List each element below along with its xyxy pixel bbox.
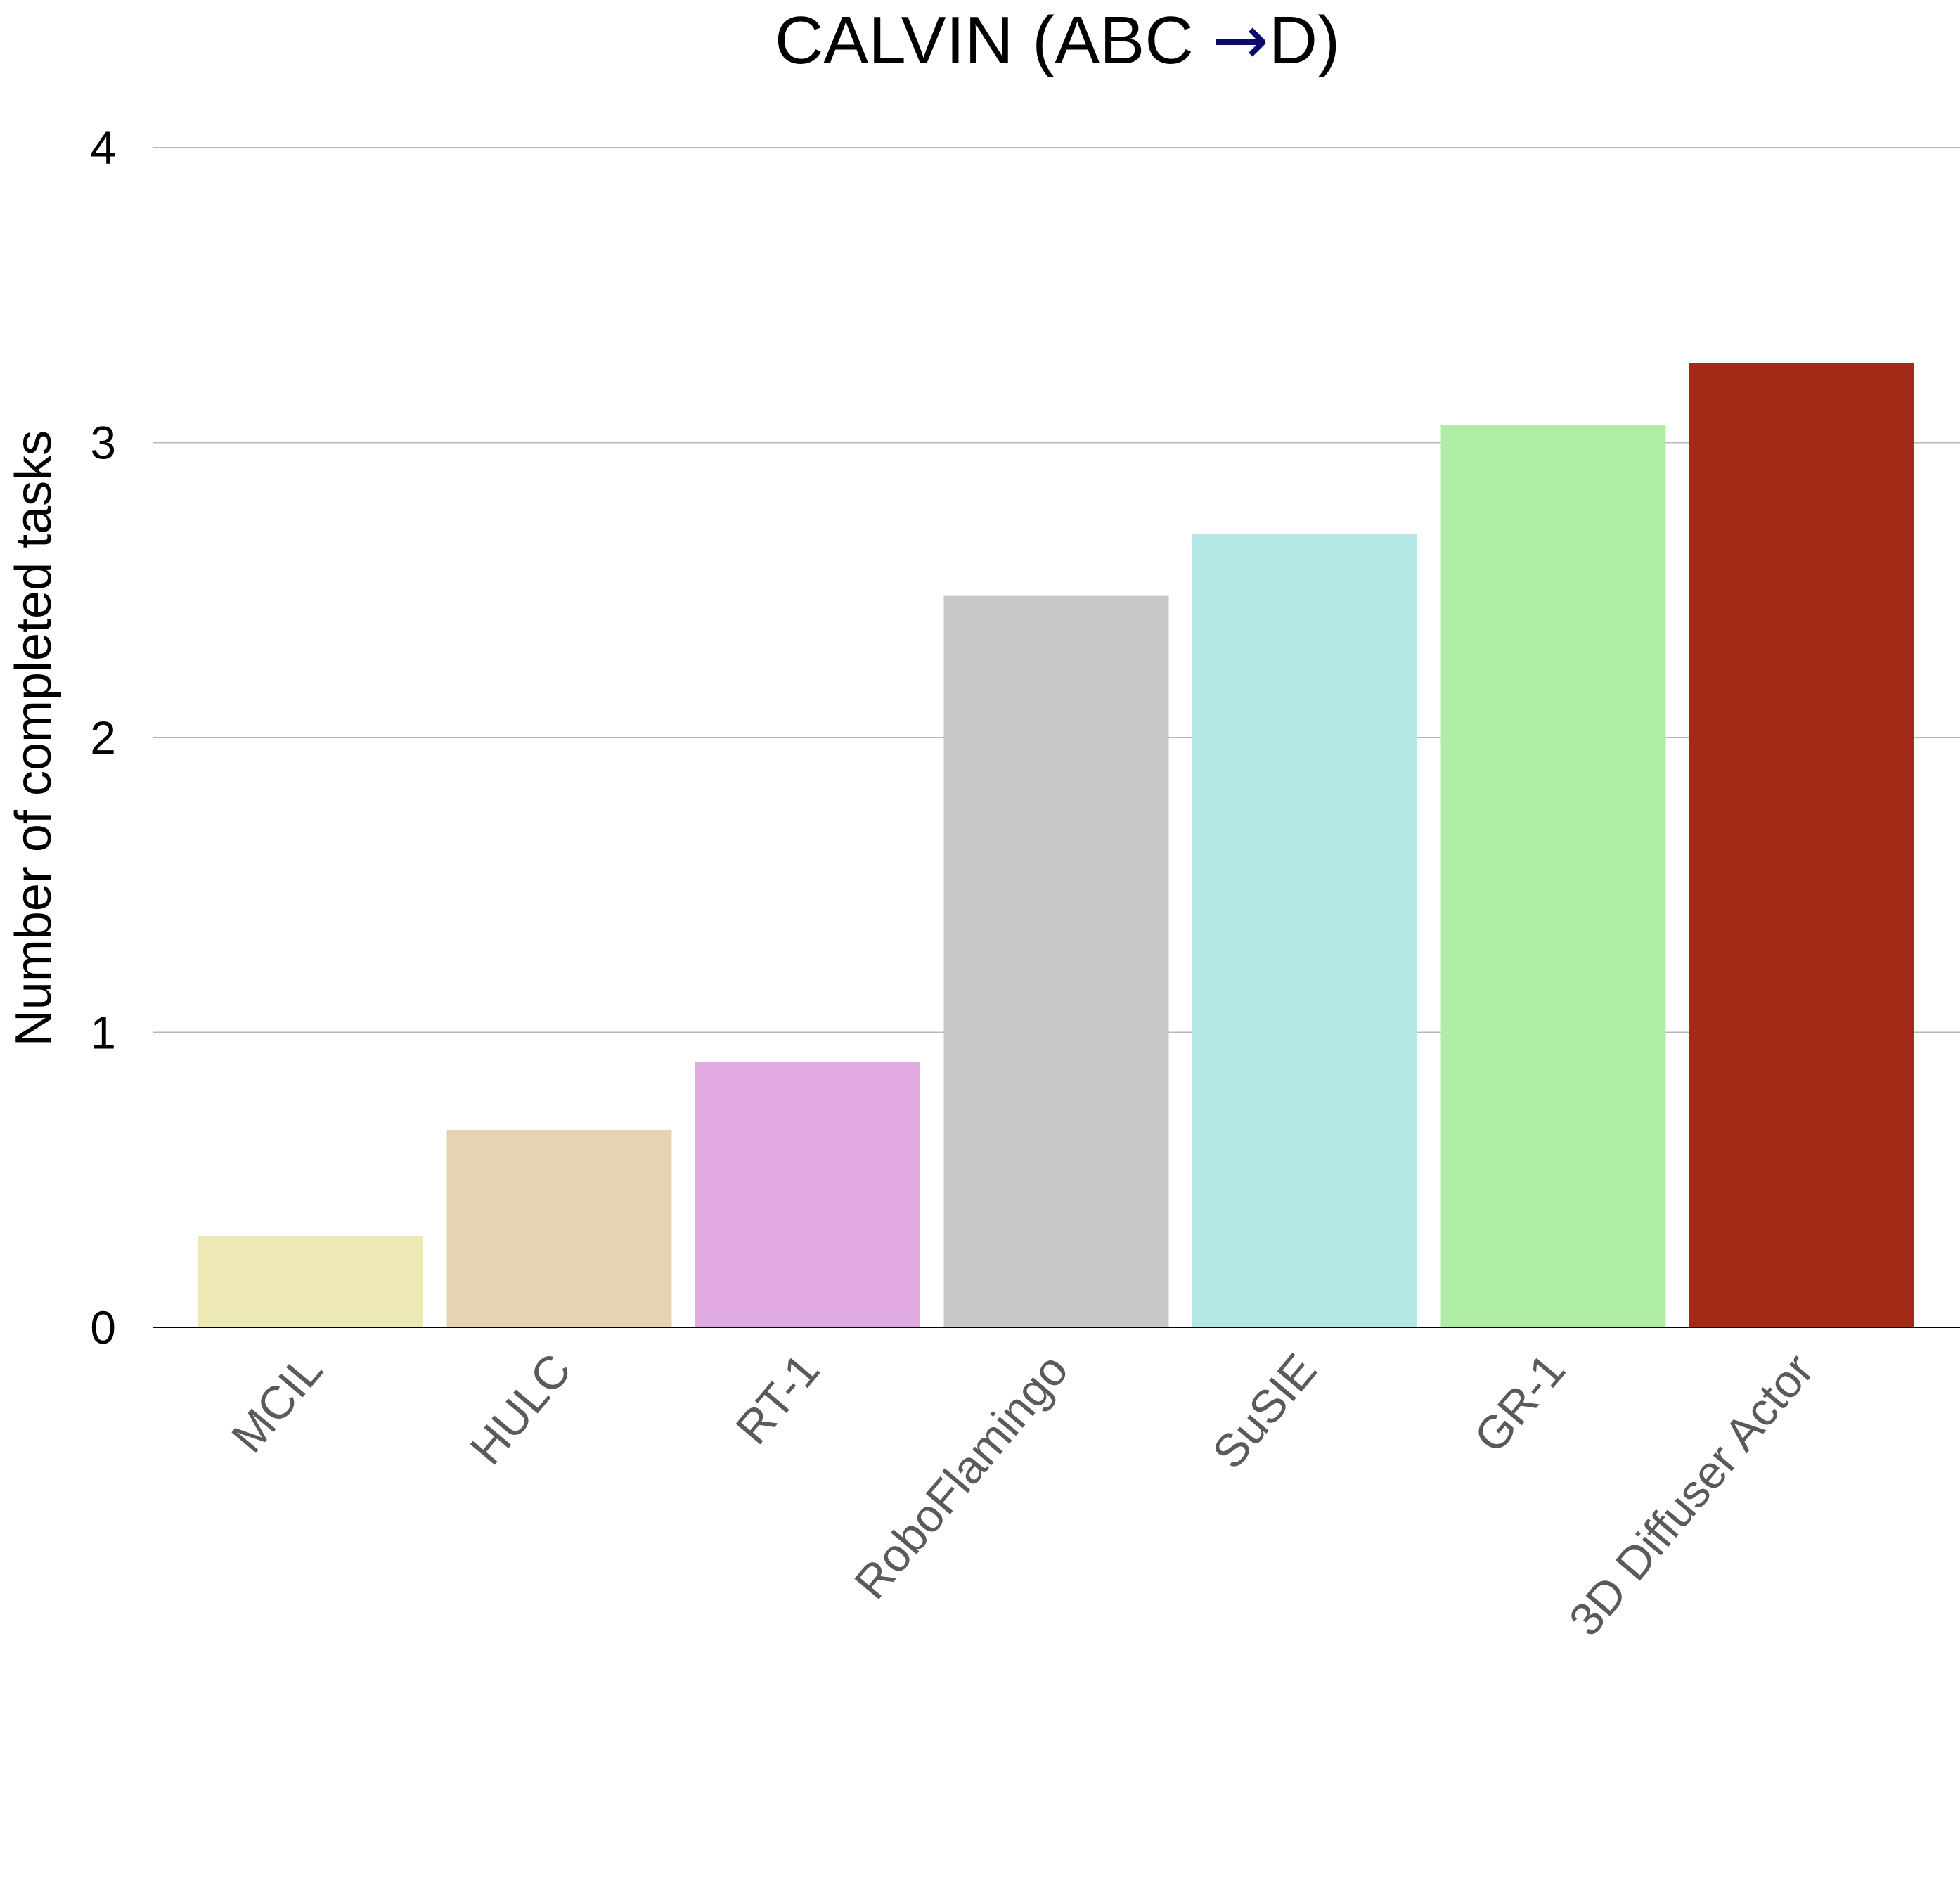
bar [1440,425,1666,1327]
x-tick-label: SuSIE [1202,1344,1327,1478]
chart-title: CALVIN (ABC →D) [775,1,1340,79]
chart-title-start: CALVIN (ABC [775,3,1212,78]
bar [1689,363,1914,1327]
y-axis-label: Number of completed tasks [6,430,62,1046]
bars [198,363,1914,1328]
chart-title-end: D) [1269,3,1340,78]
bar [1192,534,1417,1328]
x-tick-label: RT-1 [726,1344,830,1453]
bar [695,1062,920,1327]
bar [446,1129,672,1327]
bar [198,1235,423,1327]
chart-title-arrow-icon: → [1212,1,1268,79]
y-tick-label: 3 [90,417,116,469]
bar [943,595,1169,1327]
x-tick-label: 3D Diffuser Actor [1559,1344,1824,1645]
x-axis-ticks: MCIL HULC RT-1 RoboFlamingo SuSIE GR-13D Diff… [221,1344,1824,1645]
y-axis-ticks: 0 1 2 3 4 [90,122,116,1353]
y-tick-label: 0 [90,1301,116,1353]
x-tick-label: MCIL [221,1344,333,1462]
x-tick-label: HULC [460,1344,581,1474]
y-tick-label: 1 [90,1007,116,1059]
x-tick-label: GR-1 [1464,1344,1575,1462]
x-tick-label: RoboFlamingo [844,1344,1078,1608]
y-tick-label: 2 [90,711,116,764]
y-tick-label: 4 [90,122,116,174]
